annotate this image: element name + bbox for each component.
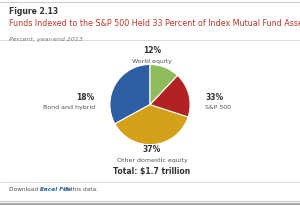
Text: Other domestic equity: Other domestic equity <box>117 157 188 162</box>
Text: World equity: World equity <box>132 58 172 63</box>
Text: Figure 2.13: Figure 2.13 <box>9 7 58 16</box>
Text: Total: $1.7 trillion: Total: $1.7 trillion <box>113 166 190 175</box>
Text: Funds Indexed to the S&P 500 Held 33 Percent of Index Mutual Fund Assets: Funds Indexed to the S&P 500 Held 33 Per… <box>9 19 300 28</box>
Wedge shape <box>115 105 188 145</box>
Text: 18%: 18% <box>76 92 95 101</box>
Text: Download an: Download an <box>9 186 49 191</box>
Wedge shape <box>150 76 190 117</box>
Text: S&P 500: S&P 500 <box>205 104 231 109</box>
Text: Percent, year-end 2013: Percent, year-end 2013 <box>9 37 83 42</box>
Text: 37%: 37% <box>143 145 161 154</box>
Text: of this data.: of this data. <box>61 186 98 191</box>
Text: Excel File: Excel File <box>40 186 71 191</box>
Text: 12%: 12% <box>143 46 161 55</box>
Text: 33%: 33% <box>205 92 224 101</box>
Wedge shape <box>150 65 178 105</box>
Wedge shape <box>110 65 150 124</box>
Text: Bond and hybrid: Bond and hybrid <box>43 104 95 109</box>
